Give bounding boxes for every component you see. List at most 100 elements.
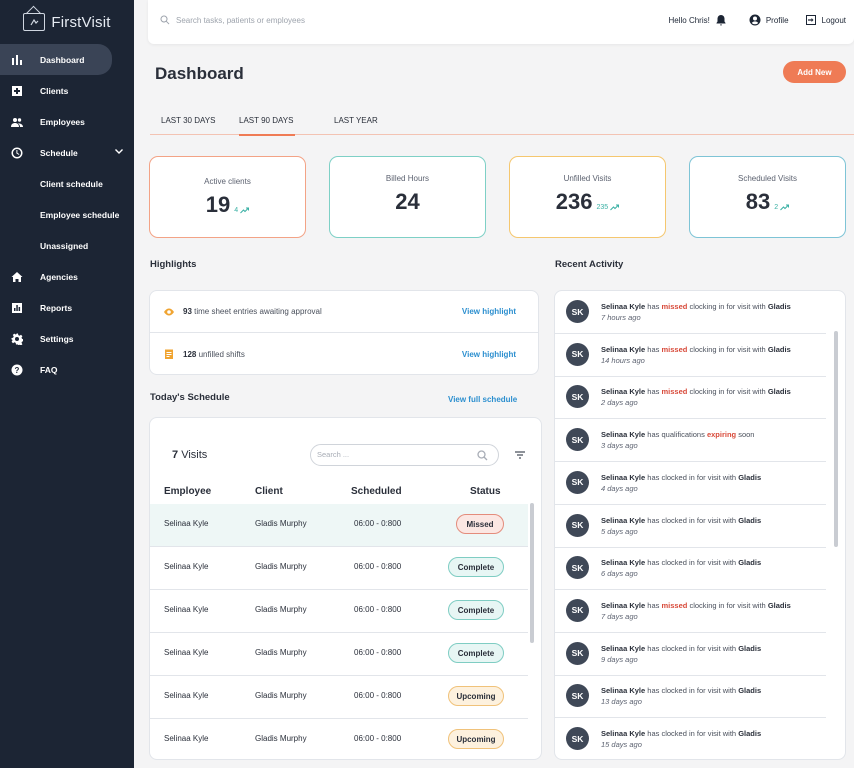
stat-label: Scheduled Visits xyxy=(738,174,797,183)
activity-text: Selinaa Kyle has missed clocking in for … xyxy=(601,301,791,323)
bar-chart-icon xyxy=(10,53,24,67)
activity-item[interactable]: SK Selinaa Kyle has clocked in for visit … xyxy=(555,547,826,591)
tab-last-30-days[interactable]: LAST 30 DAYS xyxy=(161,116,216,125)
add-new-button[interactable]: Add New xyxy=(783,61,846,83)
highlight-count: 128 xyxy=(183,349,197,359)
activity-highlight: missed xyxy=(661,600,688,610)
view-full-schedule-link[interactable]: View full schedule xyxy=(448,395,518,404)
sidebar-item-employees[interactable]: Employees xyxy=(0,106,134,137)
column-header-scheduled[interactable]: Scheduled xyxy=(351,486,402,497)
activity-text: Selinaa Kyle has missed clocking in for … xyxy=(601,344,791,366)
svg-text:?: ? xyxy=(15,366,20,375)
table-row[interactable]: Selinaa Kyle Gladis Murphy 06:00 - 0:800… xyxy=(150,547,528,590)
table-row[interactable]: Selinaa Kyle Gladis Murphy 06:00 - 0:800… xyxy=(150,676,528,719)
activity-title: Recent Activity xyxy=(555,259,624,270)
visits-count: 7 Visits xyxy=(172,449,207,461)
table-row[interactable]: Selinaa Kyle Gladis Murphy 06:00 - 0:800… xyxy=(150,633,528,676)
sidebar-item-agencies[interactable]: Agencies xyxy=(0,261,134,292)
activity-time: 14 hours ago xyxy=(601,355,645,365)
sidebar-item-clients[interactable]: Clients xyxy=(0,75,134,106)
column-header-status[interactable]: Status xyxy=(470,486,501,497)
activity-item[interactable]: SK Selinaa Kyle has clocked in for visit … xyxy=(555,675,826,719)
avatar: SK xyxy=(566,385,589,409)
table-row[interactable]: Selinaa Kyle Gladis Murphy 06:00 - 0:800… xyxy=(150,719,528,759)
sidebar-item-reports[interactable]: Reports xyxy=(0,292,134,323)
sidebar-item-settings[interactable]: Settings xyxy=(0,323,134,354)
stat-label: Billed Hours xyxy=(385,174,430,183)
activity-item[interactable]: SK Selinaa Kyle has missed clocking in fo… xyxy=(555,334,826,377)
stat-delta: 235 xyxy=(597,204,620,211)
activity-pre: has clocked in for visit with xyxy=(647,643,737,653)
highlight-desc: time sheet entries awaiting approval xyxy=(194,307,322,316)
status-badge: Complete xyxy=(448,643,504,663)
notifications[interactable]: Hello Chris! xyxy=(669,14,727,26)
activity-item[interactable]: SK Selinaa Kyle has missed clocking in fo… xyxy=(555,590,826,633)
sidebar-item-schedule[interactable]: Schedule xyxy=(0,137,134,168)
activity-item[interactable]: SK Selinaa Kyle has missed clocking in fo… xyxy=(555,291,826,334)
activity-text: Selinaa Kyle has clocked in for visit wi… xyxy=(601,728,761,750)
filter-icon[interactable] xyxy=(514,450,526,462)
clipboard-icon xyxy=(163,348,175,360)
column-header-employee[interactable]: Employee xyxy=(164,486,212,497)
view-highlight-link[interactable]: View highlight xyxy=(461,349,516,359)
avatar: SK xyxy=(566,470,589,494)
activity-item[interactable]: SK Selinaa Kyle has clocked in for visit … xyxy=(555,718,826,759)
status-badge: Upcoming xyxy=(448,686,504,706)
schedule-search-input[interactable]: Search ... xyxy=(310,444,499,466)
bell-icon[interactable] xyxy=(715,14,727,26)
stat-card-unfilled-visits[interactable]: Unfilled Visits 236 235 xyxy=(509,156,666,238)
activity-target: Gladis xyxy=(738,729,762,738)
tab-last-90-days[interactable]: LAST 90 DAYS xyxy=(239,115,334,136)
table-row[interactable]: Selinaa Kyle Gladis Murphy 06:00 - 0:800… xyxy=(150,504,528,547)
stat-card-active-clients[interactable]: Active clients 19 4 xyxy=(149,156,306,238)
activity-time: 4 days ago xyxy=(601,483,638,493)
activity-item[interactable]: SK Selinaa Kyle has missed clocking in fo… xyxy=(555,376,826,420)
stat-value-row: 19 4 xyxy=(150,192,305,218)
sidebar-item-employee-schedule[interactable]: Employee schedule xyxy=(0,199,134,230)
activity-pre: has clocked in for visit with xyxy=(647,515,737,525)
sidebar-item-dashboard[interactable]: Dashboard xyxy=(0,44,112,75)
view-highlight-link[interactable]: View highlight xyxy=(461,307,516,316)
stat-value: 19 xyxy=(205,192,231,217)
activity-target: Gladis xyxy=(767,387,791,397)
cell-time: 06:00 - 0:800 xyxy=(354,562,402,571)
activity-time: 7 days ago xyxy=(601,611,638,621)
sidebar-item-client-schedule[interactable]: Client schedule xyxy=(0,168,134,199)
search-icon xyxy=(477,450,488,461)
search-input[interactable]: Search tasks, patients or employees xyxy=(176,15,305,25)
status-badge: Missed xyxy=(456,514,504,534)
trend-up-icon xyxy=(240,207,250,214)
eye-icon xyxy=(163,306,175,318)
activity-scrollbar[interactable] xyxy=(834,331,838,547)
schedule-title: Today's Schedule xyxy=(150,392,230,403)
cell-client: Gladis Murphy xyxy=(255,734,307,743)
chevron-down-icon[interactable] xyxy=(114,147,124,159)
sidebar-item-label: Reports xyxy=(40,302,73,313)
profile-button[interactable]: Profile xyxy=(749,14,789,26)
avatar: SK xyxy=(566,513,589,537)
sidebar-item-label: Unassigned xyxy=(40,240,89,251)
stat-card-scheduled-visits[interactable]: Scheduled Visits 83 2 xyxy=(689,156,846,238)
stat-delta-value: 4 xyxy=(234,207,239,214)
column-header-client[interactable]: Client xyxy=(255,486,283,497)
schedule-panel: 7 Visits Search ... Employee Client Sche… xyxy=(149,417,542,760)
cell-time: 06:00 - 0:800 xyxy=(354,648,402,657)
sidebar-item-faq[interactable]: ? FAQ xyxy=(0,354,134,385)
global-search[interactable]: Search tasks, patients or employees xyxy=(160,15,305,25)
schedule-scrollbar[interactable] xyxy=(530,503,534,643)
activity-item[interactable]: SK Selinaa Kyle has clocked in for visit … xyxy=(555,462,826,505)
stat-value: 83 xyxy=(745,189,771,214)
cell-employee: Selinaa Kyle xyxy=(164,648,209,657)
activity-text: Selinaa Kyle has clocked in for visit wi… xyxy=(601,685,761,707)
activity-item[interactable]: SK Selinaa Kyle has qualifications expiri… xyxy=(555,419,826,463)
cell-employee: Selinaa Kyle xyxy=(164,734,209,743)
logout-button[interactable]: Logout xyxy=(805,14,846,26)
stat-card-billed-hours[interactable]: Billed Hours 24 xyxy=(329,156,486,238)
activity-item[interactable]: SK Selinaa Kyle has clocked in for visit … xyxy=(555,505,826,548)
app-logo[interactable]: FirstVisit xyxy=(0,0,134,44)
tab-last-year[interactable]: LAST YEAR xyxy=(334,116,378,125)
table-row[interactable]: Selinaa Kyle Gladis Murphy 06:00 - 0:800… xyxy=(150,590,528,633)
sidebar-item-unassigned[interactable]: Unassigned xyxy=(0,230,134,261)
activity-item[interactable]: SK Selinaa Kyle has clocked in for visit … xyxy=(555,633,826,676)
avatar: SK xyxy=(566,556,589,580)
